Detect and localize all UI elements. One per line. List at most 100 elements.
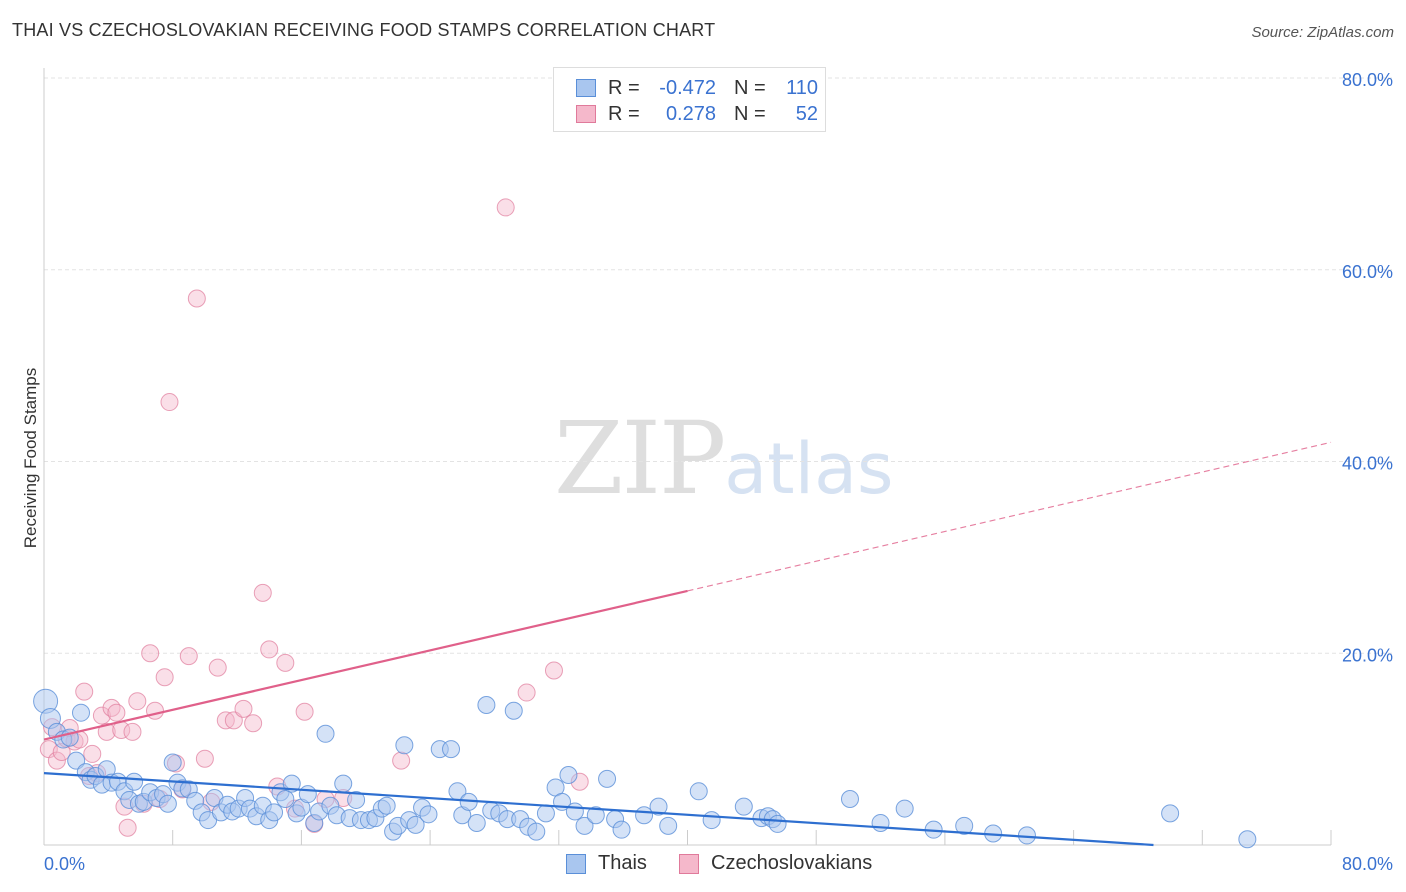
czechoslovakians-point [187,289,206,308]
correlation-legend: R = -0.472 N = 110 R = 0.278 N = 52 [553,67,826,132]
thais-point [163,753,182,772]
thais-point [840,789,859,808]
thais-point [527,822,546,841]
thais-point [536,804,555,823]
thais-point [334,774,353,793]
czechoslovakians-legend-swatch [679,853,699,874]
thais-point [649,797,668,816]
legend-row-czechoslovakians: R = 0.278 N = 52 [576,102,818,126]
thais-point [559,766,578,785]
legend-item-thais[interactable]: Thais [566,852,647,875]
czechoslovakians-point [146,701,165,720]
thais-point [1161,804,1180,823]
czechoslovakians-trend-line [43,589,688,741]
zipatlas-watermark: ZIPatlas [554,400,893,517]
czechoslovakians-point [141,644,160,663]
thais-point [689,782,708,801]
thais-point [406,815,425,834]
y-tick-label: 40.0% [1342,454,1393,474]
czechoslovakians-point [179,647,198,666]
thais-point [504,701,523,720]
czechoslovakians-legend-label: Czechoslovakians [711,852,873,874]
n-label: N = [734,76,766,99]
y-tick-label: 80.0% [1342,70,1393,90]
thais-point [895,799,914,818]
thais-point [702,811,721,830]
czechoslovakians-point [517,683,536,702]
thais-point [265,803,284,822]
czechoslovakians-point [123,722,142,741]
czechoslovakians-point [102,698,121,717]
czechoslovakians-point [128,692,147,711]
thais-point [395,736,414,755]
thais-swatch [576,79,596,97]
x-tick-label: 80.0% [1342,854,1393,874]
chart-title: THAI VS CZECHOSLOVAKIAN RECEIVING FOOD S… [12,20,716,40]
czechoslovakians-point [208,658,227,677]
thais-point [347,790,366,809]
n-value: 52 [795,102,818,125]
thais-point [871,813,890,832]
czechoslovakians-point [260,640,279,659]
czechoslovakians-point [75,682,94,701]
thais-point [734,797,753,816]
thais-point [377,796,396,815]
y-tick-label: 20.0% [1342,645,1393,665]
thais-point [1238,830,1257,849]
czechoslovakians-point [195,749,214,768]
czechoslovakians-point [160,393,179,412]
thais-point [955,816,974,835]
thais-legend-label: Thais [598,852,647,874]
czechoslovakians-point [224,711,243,730]
czechoslovakians-point [155,668,174,687]
czechoslovakians-swatch [576,105,596,123]
thais-point [67,751,86,770]
y-tick-label: 60.0% [1342,262,1393,282]
thais-point [575,816,594,835]
thais-point [598,769,617,788]
legend-item-czechoslovakians[interactable]: Czechoslovakians [679,852,872,875]
thais-point [586,806,605,825]
x-tick-label: 0.0% [44,854,85,874]
thais-point [612,820,631,839]
thais-point [125,772,144,791]
thais-point [298,785,317,804]
czechoslovakians-point [392,751,411,770]
czechoslovakians-point [544,661,563,680]
n-value: 110 [786,76,818,99]
czechoslovakians-trend-extension [687,441,1332,592]
czechoslovakians-point [276,653,295,672]
watermark-zip: ZIP [554,400,726,517]
czechoslovakians-point [295,702,314,721]
czechoslovakians-point [118,818,137,837]
czechoslovakians-point [107,703,126,722]
czechoslovakians-point [253,583,272,602]
legend-row-thais: R = -0.472 N = 110 [576,76,818,100]
thais-point [442,740,461,759]
source-credit: Source: ZipAtlas.com [1251,24,1394,41]
thais-point [467,813,486,832]
r-label: R = [608,76,640,99]
thais-point [316,724,335,743]
thais-point [419,805,438,824]
watermark-atlas: atlas [724,428,894,510]
czechoslovakians-point [47,751,66,770]
r-value: -0.472 [659,76,716,99]
thais-legend-swatch [566,853,586,874]
thais-point [72,703,91,722]
thais-point [565,802,584,821]
n-label: N = [734,102,766,125]
thais-point [768,814,787,833]
thais-point [276,789,295,808]
y-axis-label: Receiving Food Stamps [21,367,40,549]
thais-point [477,696,496,715]
czechoslovakians-point [244,714,263,733]
r-label: R = [608,102,640,125]
czechoslovakians-point [83,744,102,763]
czechoslovakians-point [97,722,116,741]
r-value: 0.278 [665,102,716,125]
thais-trend-line [43,771,1154,847]
czechoslovakians-point [496,198,515,217]
thais-point [659,816,678,835]
